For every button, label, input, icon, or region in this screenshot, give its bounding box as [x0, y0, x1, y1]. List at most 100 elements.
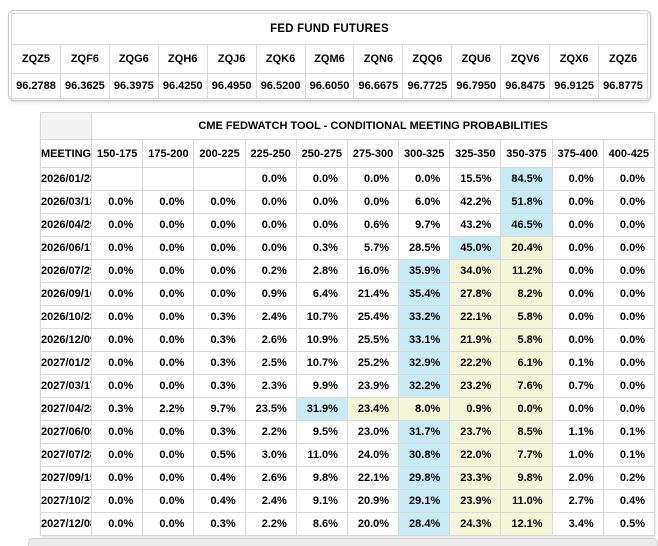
probability-cell: 0.0% — [602, 397, 656, 421]
futures-symbol: ZQJ6 — [206, 44, 257, 74]
rate-range-header: 175-200 — [142, 139, 195, 168]
futures-symbol: ZQZ5 — [11, 44, 61, 74]
fedwatch-row: 2026/06/17 0.0% 0.0% 0.0% 0.0% 0.3% 5.7% 28.5% 4… — [39, 236, 656, 260]
meeting-date: 2027/03/17 — [39, 374, 93, 398]
probability-cell: 6.4% — [295, 282, 348, 306]
probability-cell: 23.3% — [449, 466, 502, 490]
rate-range-header: 325-350 — [449, 139, 502, 168]
probability-cell: 8.0% — [398, 397, 451, 421]
meeting-date: 2026/09/16 — [39, 282, 93, 306]
rate-range-header: 375-400 — [551, 139, 604, 168]
probability-cell: 51.8% — [500, 190, 553, 214]
futures-price: 96.8775 — [598, 73, 648, 99]
probability-cell: 0.3% — [91, 397, 144, 421]
probability-cell: 0.0% — [142, 351, 195, 375]
probability-cell: 0.0% — [500, 397, 553, 421]
rate-range-header: 400-425 — [602, 139, 656, 168]
probability-cell: 3.0% — [244, 443, 297, 467]
probability-cell: 0.0% — [142, 420, 195, 444]
futures-symbol: ZQG6 — [108, 44, 159, 74]
futures-symbol: ZQF6 — [59, 44, 110, 74]
futures-price: 96.4250 — [157, 73, 208, 99]
probability-cell: 0.0% — [142, 443, 195, 467]
probability-cell: 0.0% — [91, 443, 144, 467]
probability-cell: 0.0% — [602, 236, 656, 260]
probability-cell: 21.9% — [449, 328, 502, 352]
probability-cell: 0.4% — [193, 466, 246, 490]
probability-cell: 0.0% — [142, 259, 195, 283]
probability-cell — [142, 167, 195, 191]
probability-cell: 27.8% — [449, 282, 502, 306]
probability-cell: 7.6% — [500, 374, 553, 398]
probability-cell: 46.5% — [500, 213, 553, 237]
probability-cell: 0.0% — [551, 167, 604, 191]
probability-cell: 20.0% — [346, 512, 400, 536]
probability-cell: 28.4% — [398, 512, 451, 536]
probability-cell: 84.5% — [500, 167, 553, 191]
probability-cell: 5.7% — [346, 236, 400, 260]
probability-cell: 0.0% — [193, 213, 246, 237]
meeting-date: 2026/10/28 — [39, 305, 93, 329]
fedwatch-row: 2026/09/16 0.0% 0.0% 0.0% 0.9% 6.4% 21.4% 35.4%… — [39, 282, 656, 306]
meeting-date: 2026/01/28 — [39, 167, 93, 191]
meeting-date: 2027/04/28 — [39, 397, 93, 421]
probability-cell: 0.0% — [602, 305, 656, 329]
probability-cell: 10.7% — [295, 305, 348, 329]
futures-price: 96.5200 — [255, 73, 306, 99]
meeting-date: 2027/10/27 — [39, 489, 93, 513]
probability-cell: 0.3% — [295, 236, 348, 260]
futures-price: 96.3975 — [108, 73, 159, 99]
futures-price: 96.8475 — [500, 73, 551, 99]
probability-cell: 33.1% — [398, 328, 451, 352]
probability-cell: 0.0% — [398, 167, 451, 191]
probability-cell: 5.8% — [500, 305, 553, 329]
probability-cell: 0.1% — [602, 443, 656, 467]
probability-cell: 0.0% — [91, 259, 144, 283]
probability-cell: 0.0% — [602, 213, 656, 237]
probability-cell: 0.0% — [602, 282, 656, 306]
next-panel-edge — [28, 538, 658, 546]
probability-cell: 31.7% — [398, 420, 451, 444]
futures-symbol: ZQZ6 — [598, 44, 648, 74]
probability-cell: 33.2% — [398, 305, 451, 329]
probability-cell: 0.0% — [142, 328, 195, 352]
probability-cell: 0.0% — [142, 374, 195, 398]
probability-cell: 0.6% — [346, 213, 400, 237]
probability-cell: 0.0% — [193, 259, 246, 283]
probability-cell: 22.1% — [449, 305, 502, 329]
probability-cell: 0.0% — [91, 328, 144, 352]
probability-cell: 2.3% — [244, 374, 297, 398]
probability-cell: 23.7% — [449, 420, 502, 444]
probability-cell: 0.0% — [551, 236, 604, 260]
fedwatch-row: 2027/10/27 0.0% 0.0% 0.4% 2.4% 9.1% 20.9% 29.1%… — [39, 489, 656, 513]
probability-cell: 0.0% — [142, 489, 195, 513]
probability-cell: 45.0% — [449, 236, 502, 260]
probability-cell: 0.0% — [142, 466, 195, 490]
probability-cell: 0.0% — [91, 190, 144, 214]
fedwatch-title: CME FEDWATCH TOOL - CONDITIONAL MEETING … — [91, 112, 655, 140]
probability-cell: 0.0% — [142, 305, 195, 329]
probability-cell: 3.4% — [551, 512, 604, 536]
probability-cell: 2.5% — [244, 351, 297, 375]
probability-cell: 20.4% — [500, 236, 553, 260]
probability-cell: 12.1% — [500, 512, 553, 536]
probability-cell: 42.2% — [449, 190, 502, 214]
futures-price-row: 96.2788 96.3625 96.3975 96.4250 96.4950 96.52… — [11, 73, 648, 99]
probability-cell: 0.2% — [244, 259, 297, 283]
probability-cell: 0.9% — [244, 282, 297, 306]
probability-cell: 9.5% — [295, 420, 348, 444]
probability-cell: 10.9% — [295, 328, 348, 352]
probability-cell: 9.8% — [500, 466, 553, 490]
meeting-date: 2026/07/29 — [39, 259, 93, 283]
probability-cell: 32.9% — [398, 351, 451, 375]
meeting-date: 2027/01/27 — [39, 351, 93, 375]
fedwatch-title-row: CME FEDWATCH TOOL - CONDITIONAL MEETING … — [39, 112, 655, 140]
fed-fund-futures-table: FED FUND FUTURES ZQZ5 ZQF6 ZQG6 ZQH6 ZQJ6 ZQK… — [11, 13, 648, 99]
fedwatch-row: 2027/09/15 0.0% 0.0% 0.4% 2.6% 9.8% 22.1% 29.8%… — [39, 466, 656, 490]
probability-cell: 2.8% — [295, 259, 348, 283]
probability-cell: 0.0% — [142, 282, 195, 306]
fedwatch-row: 2027/12/08 0.0% 0.0% 0.3% 2.2% 8.6% 20.0% 28.4%… — [39, 512, 656, 536]
meeting-date: 2027/12/08 — [39, 512, 93, 536]
probability-cell: 0.0% — [244, 167, 297, 191]
